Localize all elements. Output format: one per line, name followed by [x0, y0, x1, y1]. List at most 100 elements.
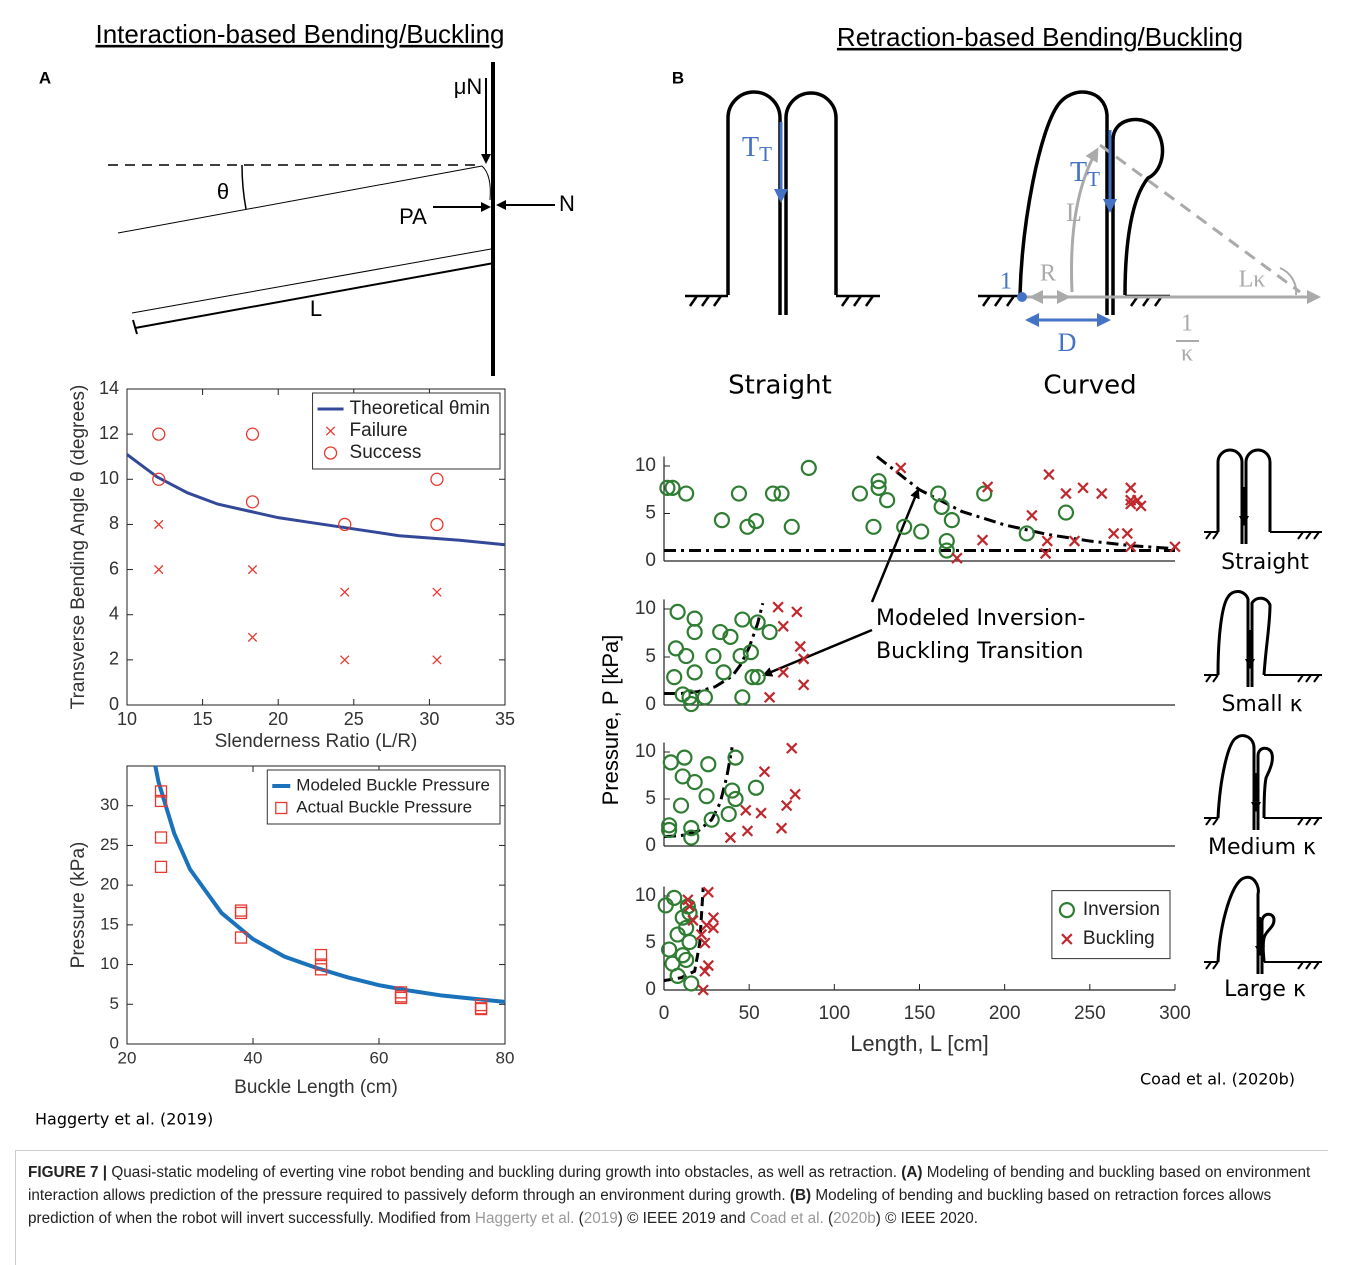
fraction-denominator: κ: [1181, 341, 1193, 367]
marker-circle: [930, 485, 947, 502]
marker-circle: [739, 518, 756, 535]
x-tick-label: 25: [344, 709, 364, 729]
marker-cross: [797, 653, 810, 665]
marker-square: [474, 1002, 488, 1015]
marker-cross: [794, 640, 806, 653]
caption-text: Quasi-static modeling of everting vine r…: [107, 1164, 902, 1181]
legend-swatch: [1058, 901, 1075, 919]
plot-frame: [126, 765, 506, 1045]
x-tick-label: 10: [117, 709, 137, 729]
caption-text: (: [574, 1210, 584, 1227]
marker-cross: [1169, 541, 1181, 553]
condition-label: Large κ: [1224, 977, 1306, 1002]
tension-main: T: [742, 132, 759, 163]
marker-cross: [1121, 527, 1133, 540]
legend-swatch: [325, 426, 336, 436]
y-tick-label: 14: [99, 378, 119, 398]
marker-circle: [657, 897, 674, 914]
caption-link[interactable]: Haggerty et al.: [474, 1210, 575, 1227]
y-tick-label: 10: [100, 954, 119, 973]
marker-cross: [695, 928, 708, 941]
marker-circle: [742, 644, 759, 661]
marker-circle: [749, 614, 766, 631]
marker-cross: [775, 822, 788, 834]
y-tick-label: 10: [635, 455, 656, 476]
caption-link[interactable]: 2020b: [833, 1210, 876, 1227]
marker-circle: [659, 479, 676, 496]
x-tick-label: 300: [1159, 1003, 1191, 1024]
marker-cross: [682, 894, 694, 906]
annotation: Buckling Transition: [876, 639, 1083, 664]
marker-circle: [734, 689, 751, 706]
marker-circle: [724, 782, 741, 799]
y-tick-label: 2: [109, 649, 119, 669]
y-tick-label: 0: [645, 550, 656, 571]
marker-cross: [1060, 487, 1072, 500]
x-tick-label: 35: [495, 709, 515, 729]
chart: 0 5 10: [635, 741, 1175, 856]
credit: Haggerty et al. (2019): [35, 1110, 213, 1129]
marker-circle: [676, 749, 693, 766]
marker-cross: [755, 807, 767, 819]
marker-cross: [154, 564, 164, 575]
marker-cross: [895, 462, 907, 474]
marker-square: [474, 1002, 488, 1016]
marker-cross: [951, 552, 963, 564]
marker-circle: [430, 517, 444, 532]
y-tick-label: 10: [99, 468, 119, 488]
y-tick-label: 5: [645, 788, 656, 809]
x-tick-label: 80: [496, 1048, 515, 1067]
marker-circle: [667, 640, 685, 657]
legend-label: Theoretical θmin: [350, 398, 490, 419]
marker-circle: [773, 485, 790, 502]
marker-circle: [933, 498, 950, 515]
panel-heading: Interaction-based Bending/Buckling: [95, 19, 504, 49]
diagram-label: L: [1066, 198, 1082, 227]
caption-link[interactable]: Coad et al.: [749, 1210, 824, 1227]
y-tick-label: 10: [635, 885, 656, 906]
marker-cross: [976, 534, 989, 546]
marker-cross: [1125, 498, 1137, 510]
marker-cross: [740, 804, 752, 816]
marker-square: [234, 904, 248, 917]
marker-circle: [870, 473, 887, 490]
x-tick-label: 100: [818, 1003, 850, 1024]
caption-link[interactable]: 2019: [583, 1210, 618, 1227]
caption-text: ) © IEEE 2020.: [875, 1210, 978, 1227]
y-tick-label: 4: [109, 603, 119, 623]
marker-cross: [1061, 933, 1073, 945]
annotation-arrow: [870, 488, 920, 603]
marker-cross: [702, 959, 714, 972]
marker-square: [154, 860, 168, 874]
legend-swatch: [275, 801, 288, 815]
y-tick-label: 5: [645, 932, 656, 953]
x-tick-label: 20: [118, 1048, 137, 1067]
marker-cross: [758, 766, 771, 778]
y-tick-label: 30: [100, 795, 119, 814]
marker-cross: [247, 564, 258, 575]
marker-cross: [981, 481, 994, 493]
marker-cross: [700, 919, 713, 931]
condition-label: Straight: [1221, 550, 1309, 575]
marker-cross: [1135, 500, 1147, 512]
marker-circle: [1058, 901, 1075, 919]
caption-text: (: [823, 1210, 834, 1227]
marker-cross: [340, 587, 350, 597]
legend: Modeled Buckle Pressure Actual Buckle Pre…: [266, 769, 501, 825]
marker-circle: [152, 472, 166, 486]
bending-diagram: [108, 62, 555, 376]
marker-circle: [666, 669, 683, 686]
marker-circle: [686, 664, 703, 681]
tension-sub: T: [759, 142, 772, 166]
marker-circle: [727, 790, 744, 808]
marker-circle: [783, 518, 800, 535]
caption-text: (A): [901, 1164, 923, 1181]
x-tick-label: 200: [989, 1003, 1021, 1024]
figure-caption: FIGURE 7 | Quasi-static modeling of ever…: [15, 1150, 1328, 1265]
marker-circle: [720, 805, 737, 823]
marker-cross: [340, 655, 350, 665]
marker-circle: [732, 647, 749, 665]
annotation: Modeled Inversion-: [876, 606, 1086, 631]
